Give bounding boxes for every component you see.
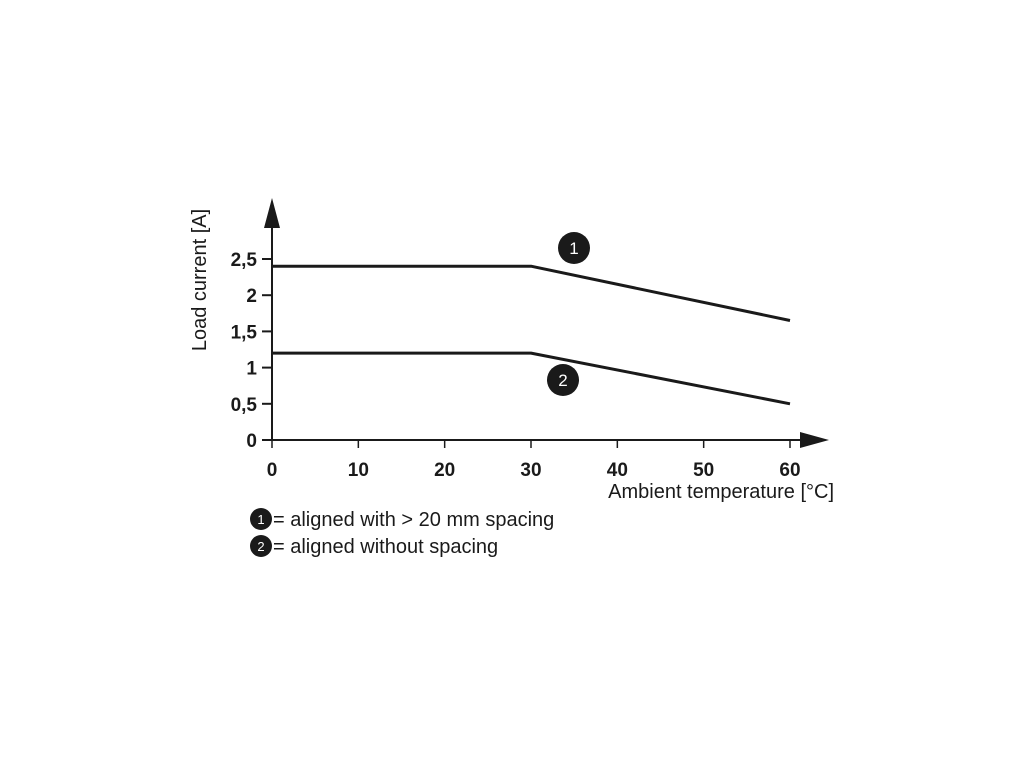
x-tick-label: 10	[348, 460, 369, 481]
series-marker-circle-1	[558, 232, 590, 264]
x-tick-label: 50	[693, 460, 714, 481]
y-tick-label: 1	[246, 359, 257, 380]
y-tick-label: 2,5	[231, 250, 258, 271]
y-tick-label: 0,5	[231, 395, 258, 416]
x-tick-label: 0	[267, 460, 278, 481]
y-axis-arrow	[264, 198, 280, 228]
axes	[264, 198, 829, 448]
legend: 1 = aligned with > 20 mm spacing 2 = aligne…	[250, 508, 554, 558]
series-line-1	[272, 264, 791, 322]
x-axis-title: Ambient temperature [°C]	[608, 481, 834, 503]
x-ticks: 0 10 20 30 40 50 60	[267, 439, 801, 481]
y-axis-title: Load current [A]	[189, 209, 211, 351]
series-group	[272, 264, 791, 406]
y-tick-label: 0	[246, 431, 257, 452]
x-tick-label: 60	[779, 460, 800, 481]
x-tick-label: 40	[607, 460, 628, 481]
series-markers: 12	[547, 232, 590, 396]
legend-marker-label-1: 1	[257, 512, 264, 527]
y-tick-label: 1,5	[231, 322, 258, 343]
series-line-2	[272, 351, 791, 406]
legend-marker-label-2: 2	[257, 539, 264, 554]
legend-marker-circle-1	[250, 508, 272, 530]
x-tick-label: 30	[520, 460, 541, 481]
series-marker-circle-2	[547, 364, 579, 396]
y-tick-label: 2	[246, 286, 257, 307]
legend-entry-1: = aligned with > 20 mm spacing	[273, 509, 554, 531]
legend-marker-circle-2	[250, 535, 272, 557]
series-marker-label-1: 1	[569, 239, 578, 258]
x-axis-arrow	[800, 432, 829, 448]
legend-entry-2: = aligned without spacing	[273, 536, 498, 558]
x-tick-label: 20	[434, 460, 455, 481]
y-ticks: 0 0,5 1 1,5 2 2,5	[231, 250, 272, 452]
series-marker-label-2: 2	[558, 371, 567, 390]
